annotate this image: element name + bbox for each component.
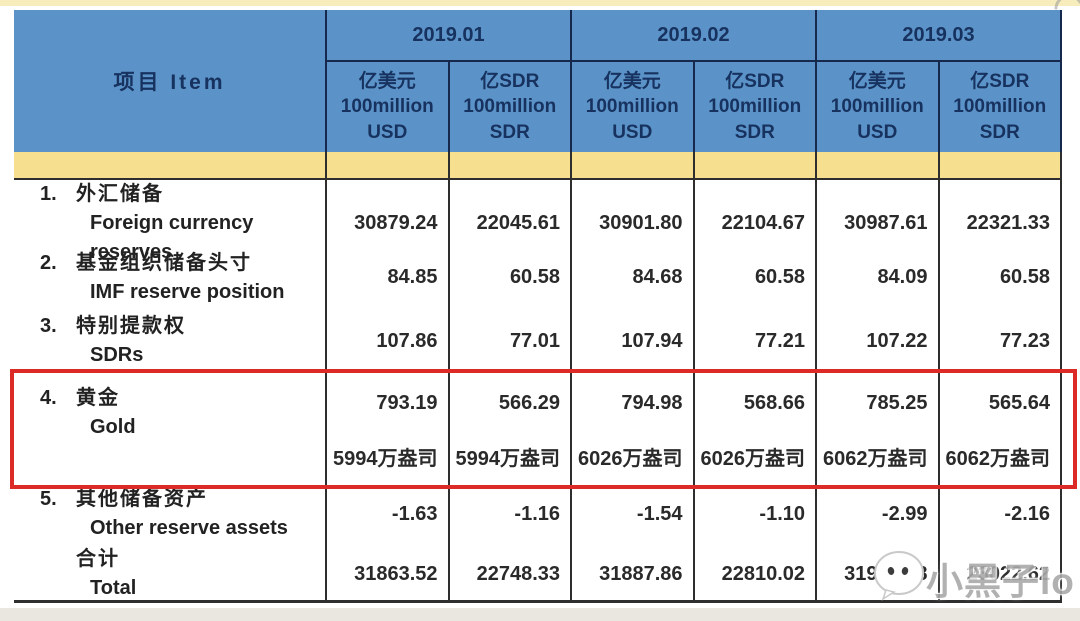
value-cell: 31863.52	[327, 545, 450, 603]
value-cell: -1.63	[327, 483, 450, 545]
row-number: 1.	[40, 183, 57, 205]
bottom-strip	[0, 608, 1080, 621]
row-label-cell: 2. 基金组织储备头寸 IMF reserve position	[14, 245, 327, 310]
row-number: 5.	[40, 488, 57, 510]
row-label-zh: 合计	[76, 548, 120, 570]
value-cell: -1.10	[695, 483, 817, 545]
table-row-foreign-currency-reserves: 1. 外汇储备 Foreign currency reserves 30879.…	[14, 180, 1062, 267]
table-row-sdrs: 3. 特别提款权 SDRs 107.86 77.01 107.94 77.21 …	[14, 310, 1062, 372]
gold-ounces: 6062万盎司	[945, 448, 1051, 470]
value-cell: -1.54	[572, 483, 695, 545]
value-cell-gold: 793.19 5994万盎司	[327, 372, 450, 483]
value-cell: 107.94	[572, 310, 695, 372]
gold-ounces: 5994万盎司	[333, 448, 438, 470]
row-label-cell: 合计 Total	[14, 545, 327, 603]
value-cell: 22045.61	[450, 180, 572, 267]
row-number: 3.	[40, 315, 57, 337]
value-cell: 31961.18	[817, 545, 940, 603]
value-cell: 30987.61	[817, 180, 940, 267]
value-cell: 60.58	[940, 245, 1062, 310]
month-header-2019-02: 2019.02	[572, 10, 817, 62]
row-label-en: Foreign currency reserves	[90, 212, 254, 263]
value-cell: 22104.67	[695, 180, 817, 267]
value-cell: -1.16	[450, 483, 572, 545]
row-label-cell: 4. 黄金 Gold	[14, 372, 327, 483]
table-header: 项目 Item 2019.01 2019.02 2019.03 亿美元 100m…	[14, 10, 1062, 152]
row-label-cell: 3. 特别提款权 SDRs	[14, 310, 327, 372]
value-cell: -2.16	[940, 483, 1062, 545]
value-cell: 22748.33	[450, 545, 572, 603]
gold-ounces: 5994万盎司	[455, 448, 561, 470]
row-label-zh: 特别提款权	[76, 315, 186, 337]
row-label-en: SDRs	[90, 344, 144, 366]
table-row-gold: 4. 黄金 Gold 793.19 5994万盎司 566.29 5994万盎司…	[14, 372, 1062, 483]
row-number: 2.	[40, 251, 57, 274]
row-label-cell: 1. 外汇储备 Foreign currency reserves	[14, 180, 327, 267]
value-cell: 30901.80	[572, 180, 695, 267]
value-cell: 23022.62	[940, 545, 1062, 603]
row-label-cell: 5. 其他储备资产 Other reserve assets	[14, 483, 327, 545]
gold-ounces: 6026万盎司	[700, 448, 806, 470]
value-cell: 77.01	[450, 310, 572, 372]
row-label-en: Other reserve assets	[90, 517, 288, 539]
value-cell: -2.99	[817, 483, 940, 545]
table-row-imf-reserve-position: 2. 基金组织储备头寸 IMF reserve position 84.85 6…	[14, 245, 1062, 310]
value-cell-gold: 568.66 6026万盎司	[695, 372, 817, 483]
gold-ounces: 6062万盎司	[823, 448, 928, 470]
table-row-total: 合计 Total 31863.52 22748.33 31887.86 2281…	[14, 545, 1062, 603]
official-reserve-assets-table: 项目 Item 2019.01 2019.02 2019.03 亿美元 100m…	[14, 10, 1062, 603]
value-cell: 30879.24	[327, 180, 450, 267]
value-cell: 107.86	[327, 310, 450, 372]
value-cell: 84.68	[572, 245, 695, 310]
month-header-2019-03: 2019.03	[817, 10, 1062, 62]
row-number: 4.	[40, 387, 57, 409]
unit-header-usd-2: 亿美元 100million USD	[572, 62, 695, 152]
value-cell: 84.09	[817, 245, 940, 310]
corner-artifact	[1052, 0, 1080, 31]
unit-header-sdr-1: 亿SDR 100million SDR	[450, 62, 572, 152]
row-label-zh: 其他储备资产	[76, 488, 208, 510]
row-label-zh: 基金组织储备头寸	[76, 251, 252, 274]
value-cell-gold: 785.25 6062万盎司	[817, 372, 940, 483]
value-cell: 84.85	[327, 245, 450, 310]
value-cell: 77.23	[940, 310, 1062, 372]
value-cell: 77.21	[695, 310, 817, 372]
value-cell: 31887.86	[572, 545, 695, 603]
row-label-en: Total	[90, 577, 137, 599]
item-header-cell: 项目 Item	[14, 10, 327, 152]
row-label-en: Gold	[90, 416, 136, 438]
month-header-2019-01: 2019.01	[327, 10, 572, 62]
top-accent-strip	[0, 0, 1080, 6]
unit-header-sdr-3: 亿SDR 100million SDR	[940, 62, 1062, 152]
value-cell: 107.22	[817, 310, 940, 372]
value-cell-gold: 794.98 6026万盎司	[572, 372, 695, 483]
unit-header-usd-1: 亿美元 100million USD	[327, 62, 450, 152]
value-cell-gold: 565.64 6062万盎司	[940, 372, 1062, 483]
gold-ounces: 6026万盎司	[578, 448, 683, 470]
value-cell: 22321.33	[940, 180, 1062, 267]
value-cell-gold: 566.29 5994万盎司	[450, 372, 572, 483]
unit-header-sdr-2: 亿SDR 100million SDR	[695, 62, 817, 152]
unit-header-usd-3: 亿美元 100million USD	[817, 62, 940, 152]
value-cell: 22810.02	[695, 545, 817, 603]
header-accent-band	[14, 152, 1062, 180]
value-cell: 60.58	[695, 245, 817, 310]
table-row-other-reserve-assets: 5. 其他储备资产 Other reserve assets -1.63 -1.…	[14, 483, 1062, 545]
value-cell: 60.58	[450, 245, 572, 310]
row-label-zh: 黄金	[76, 387, 120, 409]
row-label-en: IMF reserve position	[90, 280, 285, 303]
row-label-zh: 外汇储备	[76, 183, 164, 205]
